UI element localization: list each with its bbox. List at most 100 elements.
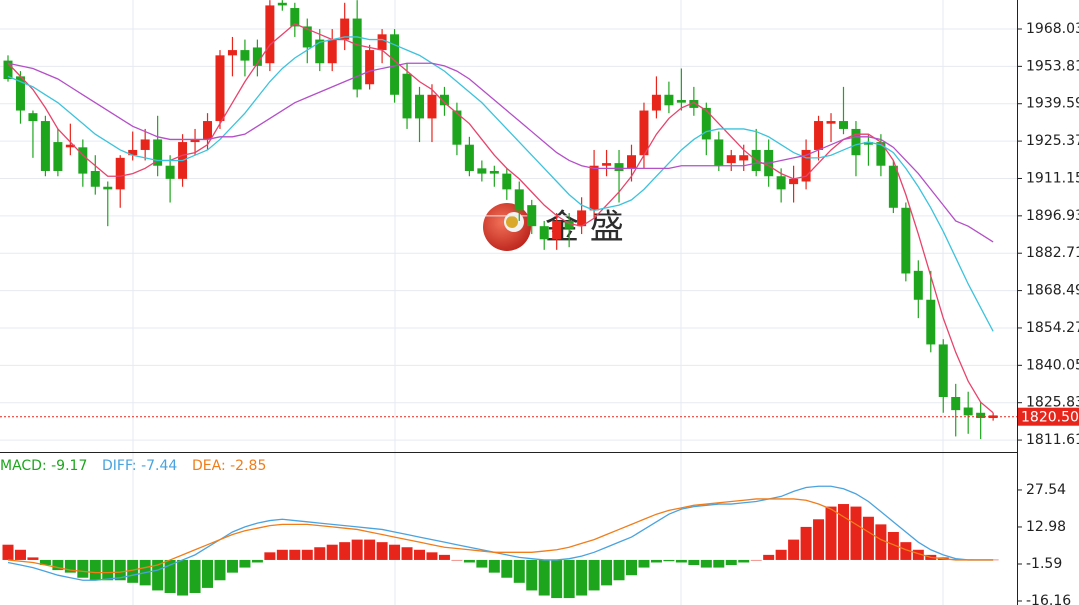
candle-body — [115, 157, 125, 190]
macd-bar — [788, 539, 800, 560]
candle-body — [651, 94, 661, 111]
macd-bar — [775, 549, 787, 560]
y-tick-label: 1939.59 — [1026, 96, 1079, 112]
macd-bar — [501, 559, 513, 578]
candle-body — [614, 163, 624, 171]
candle-body — [639, 110, 649, 156]
macd-bar — [426, 552, 438, 560]
candle-body — [701, 107, 711, 140]
macd-bar — [438, 554, 450, 560]
candle-body — [876, 142, 886, 166]
candle-body — [664, 94, 674, 106]
macd-bar — [476, 559, 488, 568]
candle-body — [352, 18, 362, 90]
macd-bar — [663, 559, 675, 562]
candle-body — [427, 94, 437, 119]
candle-body — [40, 121, 50, 171]
moving-average — [7, 36, 994, 332]
candle-body — [888, 165, 898, 208]
macd-bar — [202, 559, 214, 588]
candle-body — [926, 299, 936, 345]
candle-body — [377, 34, 387, 51]
candle-body — [589, 165, 599, 211]
macd-bar — [526, 559, 538, 591]
legend-label: DIFF: -7.44 — [102, 458, 177, 474]
main-panel: 1968.03 1953.81 1939.59 1925.37 1911.15 1896.… — [0, 0, 1079, 448]
macd-bar — [2, 544, 14, 560]
macd-bar — [900, 542, 912, 560]
macd-bar — [364, 539, 376, 560]
candle-body — [913, 270, 923, 300]
macd-bar — [114, 559, 126, 581]
candle-body — [627, 155, 636, 169]
y-tick-label: 1854.27 — [1026, 320, 1079, 336]
macd-bar — [239, 559, 251, 568]
macd-bar — [164, 559, 176, 593]
macd-bar — [713, 559, 725, 568]
macd-bar — [576, 559, 588, 596]
candle-body — [838, 121, 848, 129]
macd-bar — [551, 559, 563, 599]
candle-body — [290, 8, 300, 27]
macd-bar — [763, 554, 775, 560]
macd-bar — [289, 549, 301, 560]
candle-body — [215, 55, 225, 122]
candle-body — [502, 173, 512, 190]
macd-bar — [301, 549, 313, 560]
macd-bar — [27, 557, 39, 560]
candle-body — [938, 344, 948, 397]
macd-bar — [177, 559, 189, 596]
macd-bar — [89, 559, 101, 581]
macd-bar — [314, 547, 326, 560]
candle-body — [252, 47, 262, 66]
candle-body — [340, 18, 350, 40]
candle-body — [726, 155, 736, 164]
macd-line — [7, 498, 994, 574]
candle-body — [402, 73, 412, 119]
candle-body — [577, 210, 587, 227]
candle-body — [539, 226, 549, 240]
candle-body — [227, 50, 237, 56]
candle-body — [53, 142, 63, 171]
macd-bar — [451, 559, 463, 561]
legend-label: DEA: -2.85 — [192, 458, 266, 474]
macd-bar — [52, 559, 64, 571]
y-tick-label: 1840.05 — [1026, 357, 1079, 373]
macd-bar — [862, 516, 874, 560]
y-tick-label: 1868.49 — [1026, 283, 1079, 299]
macd-bar — [650, 559, 662, 563]
macd-bar — [39, 559, 51, 566]
moving-average — [7, 62, 994, 243]
last-price-label: 1820.50 — [1021, 410, 1079, 426]
candle-body — [826, 121, 836, 124]
macd-bar — [152, 559, 164, 591]
candle-body — [714, 139, 724, 166]
macd-bar — [825, 506, 837, 560]
candle-body — [552, 220, 562, 240]
macd-bar — [850, 506, 862, 560]
macd-bar — [14, 549, 26, 560]
candle-body — [851, 128, 861, 156]
candle-body — [439, 94, 449, 106]
candle-body — [365, 50, 375, 85]
macd-bar — [401, 547, 413, 560]
macd-bar — [276, 549, 288, 560]
macd-bar — [189, 559, 201, 593]
candle-body — [203, 121, 213, 140]
macd-bar — [326, 544, 338, 560]
candle-body — [265, 5, 275, 64]
macd-bar — [738, 559, 750, 563]
macd-bar — [813, 519, 825, 560]
candle-body — [140, 139, 150, 150]
macd-bar — [351, 539, 363, 560]
y-tick-label: 1968.03 — [1026, 21, 1079, 37]
macd-bar — [563, 559, 575, 599]
macd-bar — [875, 524, 887, 560]
candle-body — [15, 76, 25, 111]
macd-bar — [887, 531, 899, 560]
macd-panel: 27.54 12.98 -1.59 -16.16 MACD: -9.17 DIFF: -7… — [0, 458, 1071, 605]
y-tick-label: -1.59 — [1026, 556, 1062, 572]
candle-body — [963, 407, 973, 416]
candle-body — [103, 186, 113, 190]
